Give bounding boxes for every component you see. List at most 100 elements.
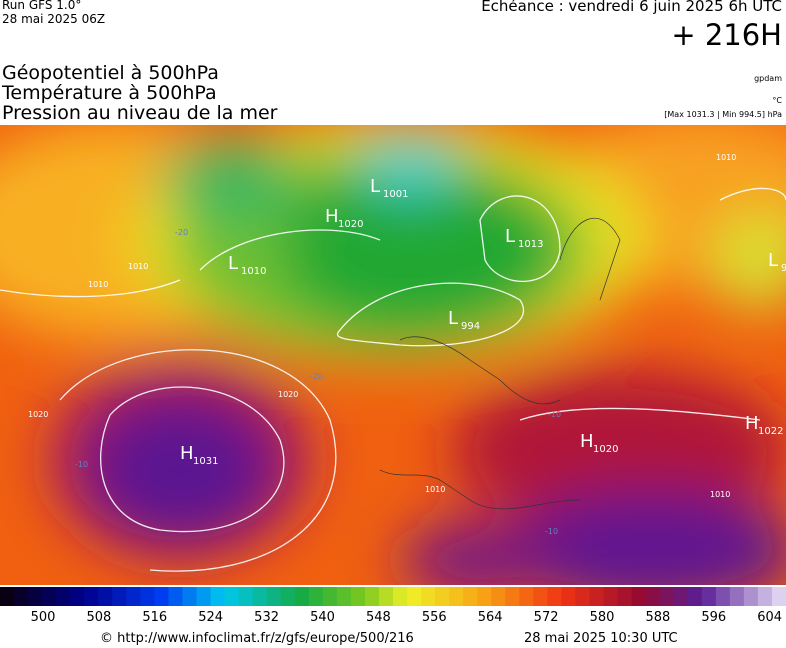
colorbar-label: 580 xyxy=(589,610,615,625)
center-value: 1031 xyxy=(193,456,219,467)
color-swatch xyxy=(701,587,717,606)
color-swatch xyxy=(154,587,169,606)
color-swatch xyxy=(673,587,689,606)
color-swatch xyxy=(280,587,296,606)
colorbar-label: 588 xyxy=(645,610,671,625)
color-swatch xyxy=(364,587,380,606)
center-type: L xyxy=(505,226,516,247)
isoline-label: 1020 xyxy=(278,390,299,399)
run-date: 28 mai 2025 06Z xyxy=(2,12,106,26)
color-swatch xyxy=(757,587,773,606)
colorbar-label: 548 xyxy=(365,610,391,625)
center-value: 1022 xyxy=(758,426,784,437)
isoline-label: 1010 xyxy=(128,262,149,271)
colorbar-label: 564 xyxy=(477,610,503,625)
color-swatch xyxy=(266,587,282,606)
color-swatch xyxy=(182,587,197,606)
color-swatch xyxy=(238,587,254,606)
color-swatch xyxy=(168,587,183,606)
center-value: 9 xyxy=(781,263,786,274)
unit: [Max 1031.3 | Min 994.5] hPa xyxy=(664,110,782,119)
color-swatch xyxy=(84,587,99,606)
color-swatch xyxy=(322,587,338,606)
isoline-label: -20 xyxy=(175,228,189,237)
color-swatch xyxy=(449,587,464,606)
color-swatch xyxy=(14,587,29,606)
color-swatch xyxy=(210,587,226,606)
center-value: 1001 xyxy=(383,189,409,200)
isoline-label: 1010 xyxy=(425,485,446,494)
color-swatch xyxy=(224,587,240,606)
layer: Température à 500hPa xyxy=(2,82,217,104)
color-swatch xyxy=(617,587,633,606)
color-swatch xyxy=(477,587,492,606)
color-swatch xyxy=(294,587,310,606)
layer: Pression au niveau de la mer xyxy=(2,102,278,124)
color-swatch xyxy=(98,587,113,606)
center-value: 994 xyxy=(461,321,481,332)
lead-time: + 216H xyxy=(671,18,782,52)
isoline-label: -10 xyxy=(545,527,559,536)
color-swatch xyxy=(715,587,731,606)
color-swatch xyxy=(42,587,57,606)
echeance: Echéance : vendredi 6 juin 2025 6h UTC xyxy=(481,0,782,15)
color-swatch xyxy=(533,587,548,606)
center-type: L xyxy=(768,250,779,271)
colorbar xyxy=(0,587,786,606)
colorbar-label: 524 xyxy=(198,610,224,625)
color-swatch xyxy=(519,587,534,606)
color-swatch xyxy=(435,587,450,606)
isoline-label: -20 xyxy=(310,372,324,381)
color-swatch xyxy=(378,587,394,606)
color-swatch xyxy=(126,587,141,606)
colorbar-label: 604 xyxy=(757,610,783,625)
colorbar-label: 500 xyxy=(30,610,56,625)
color-swatch xyxy=(575,587,590,606)
color-swatch xyxy=(350,587,366,606)
field xyxy=(0,125,786,585)
color-swatch xyxy=(645,587,661,606)
color-swatch xyxy=(603,587,619,606)
color-swatch xyxy=(659,587,675,606)
center-type: H xyxy=(180,443,194,464)
color-swatch xyxy=(421,587,436,606)
color-swatch xyxy=(589,587,605,606)
color-swatch xyxy=(463,587,478,606)
center-value: 1010 xyxy=(241,266,267,277)
center-value: 1013 xyxy=(518,239,544,250)
color-swatch xyxy=(631,587,647,606)
color-swatch xyxy=(56,587,71,606)
color-swatch xyxy=(336,587,352,606)
color-swatch xyxy=(505,587,520,606)
isoline-label: 1020 xyxy=(28,410,49,419)
colorbar-label: 532 xyxy=(254,610,279,625)
color-swatch xyxy=(743,587,759,606)
color-swatch xyxy=(112,587,127,606)
center-type: L xyxy=(370,176,381,197)
color-swatch xyxy=(196,587,212,606)
center-type: L xyxy=(448,308,459,329)
colorbar-label: 572 xyxy=(533,610,559,625)
color-swatch xyxy=(140,587,155,606)
color-swatch xyxy=(561,587,576,606)
colorbar-label: 540 xyxy=(310,610,335,625)
layer: Géopotentiel à 500hPa xyxy=(2,62,219,84)
center-type: H xyxy=(580,431,594,452)
center-type: H xyxy=(325,206,339,227)
color-swatch xyxy=(70,587,85,606)
isoline-label: -10 xyxy=(75,460,89,469)
unit: °C xyxy=(772,96,782,105)
colorbar-label: 508 xyxy=(86,610,112,625)
color-swatch xyxy=(729,587,745,606)
isoline-label: -10 xyxy=(548,410,562,419)
color-swatch xyxy=(547,587,562,606)
isoline-label: 1010 xyxy=(716,153,737,162)
colorbar-label: 556 xyxy=(421,610,447,625)
color-swatch xyxy=(687,587,703,606)
center-type: H xyxy=(745,413,759,434)
color-swatch xyxy=(0,587,15,606)
color-swatch xyxy=(28,587,43,606)
update-time: 28 mai 2025 10:30 UTC xyxy=(524,631,678,646)
unit: gpdam xyxy=(754,74,782,83)
